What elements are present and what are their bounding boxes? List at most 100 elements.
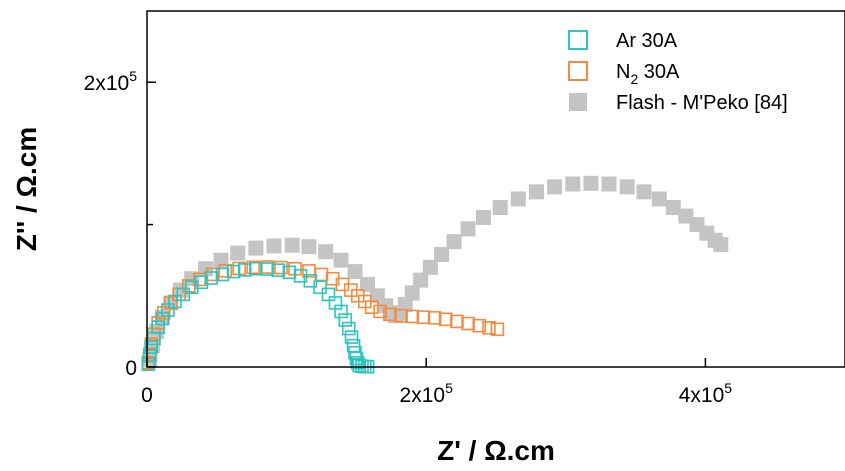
legend-label: Ar 30A: [616, 30, 678, 52]
data-point: [237, 263, 252, 277]
data-point: [461, 316, 475, 331]
data-point: [350, 355, 365, 370]
data-point: [144, 340, 158, 354]
data-point: [565, 176, 581, 192]
data-point: [510, 191, 526, 207]
data-point: [313, 280, 327, 295]
data-point: [383, 307, 397, 322]
data-point: [334, 304, 348, 319]
data-point: [397, 296, 413, 312]
data-point: [482, 321, 496, 335]
data-point: [394, 308, 408, 323]
series-2: [142, 175, 729, 368]
data-point: [142, 348, 157, 363]
data-point: [184, 280, 199, 295]
legend: Ar 30A N2 30A Flash - M'Peko [84]: [568, 30, 788, 114]
data-point: [413, 272, 429, 288]
data-point: [528, 184, 544, 200]
plot-marks: [141, 175, 729, 374]
data-point: [416, 310, 431, 324]
y-tick-label: 2x105: [84, 68, 138, 95]
data-point: [230, 245, 246, 261]
y-tick-label-mantissa: 2x10: [84, 72, 130, 95]
data-point: [333, 252, 349, 268]
data-point: [601, 176, 617, 192]
x-tick-label-mantissa: 0: [141, 384, 153, 407]
data-point: [427, 311, 442, 325]
data-point: [213, 252, 229, 268]
legend-label: N2 30A: [616, 61, 680, 87]
y-tick-label: 0: [125, 357, 137, 380]
x-tick-label-mantissa: 2x10: [400, 384, 446, 407]
data-point: [490, 322, 505, 337]
data-point: [405, 309, 420, 324]
data-point: [266, 238, 282, 254]
data-point: [404, 285, 420, 301]
data-point: [472, 318, 487, 333]
data-point: [161, 303, 175, 317]
y-axis-title: Z'' / Ω.cm: [11, 127, 42, 251]
data-point: [218, 264, 232, 278]
data-point: [636, 184, 652, 200]
data-point: [338, 313, 353, 327]
data-point: [194, 275, 209, 290]
data-point: [651, 191, 667, 207]
data-point: [438, 312, 453, 327]
legend-label: Flash - M'Peko [84]: [616, 92, 788, 114]
data-point: [360, 276, 376, 292]
data-point: [321, 287, 336, 302]
data-point: [260, 262, 274, 276]
data-point: [460, 221, 476, 237]
legend-label-suffix: 30A: [638, 61, 680, 83]
x-tick-label: 4x105: [679, 380, 733, 407]
x-tick-label: 2x105: [400, 380, 454, 407]
data-point: [249, 261, 263, 276]
x-tick-label-mantissa: 4x10: [679, 384, 725, 407]
data-point: [215, 267, 230, 282]
data-point: [141, 357, 156, 371]
data-point: [168, 294, 182, 309]
data-point: [271, 263, 286, 277]
data-point: [301, 239, 317, 255]
data-point: [341, 321, 356, 336]
data-point: [318, 244, 334, 260]
data-point: [151, 320, 165, 334]
legend-swatch: [568, 30, 588, 50]
data-point: [248, 240, 264, 256]
x-tick-label-exponent: 5: [445, 380, 453, 396]
legend-item: Flash - M'Peko [84]: [569, 92, 788, 114]
data-point: [163, 296, 178, 310]
data-point: [619, 179, 635, 195]
x-tick-label: 0: [141, 384, 153, 407]
legend-item: Ar 30A: [568, 30, 678, 52]
legend-label-main: Flash - M'Peko [84]: [616, 92, 788, 114]
x-tick-label-exponent: 5: [724, 380, 732, 396]
plot-frame: [146, 10, 845, 368]
data-point: [284, 237, 300, 253]
legend-swatch: [568, 61, 588, 81]
data-point: [450, 314, 464, 329]
data-point: [347, 264, 363, 280]
data-point: [344, 330, 359, 344]
data-point: [475, 209, 491, 225]
legend-swatch: [569, 93, 587, 111]
data-point: [422, 259, 438, 275]
data-point: [204, 271, 219, 285]
data-point: [492, 200, 508, 216]
y-tick-label-exponent: 5: [129, 68, 137, 84]
y-tick-label-mantissa: 0: [125, 357, 137, 380]
data-point: [373, 304, 387, 319]
data-point: [226, 264, 241, 279]
data-point: [665, 200, 681, 216]
data-point: [314, 267, 329, 282]
data-point: [364, 300, 379, 314]
data-point: [346, 338, 361, 353]
legend-label-main: N: [616, 61, 630, 83]
data-point: [446, 234, 462, 250]
legend-item: N2 30A: [568, 61, 680, 87]
legend-label-subscript: 2: [630, 71, 638, 87]
data-point: [713, 237, 729, 253]
data-point: [293, 269, 308, 283]
data-point: [274, 260, 288, 275]
